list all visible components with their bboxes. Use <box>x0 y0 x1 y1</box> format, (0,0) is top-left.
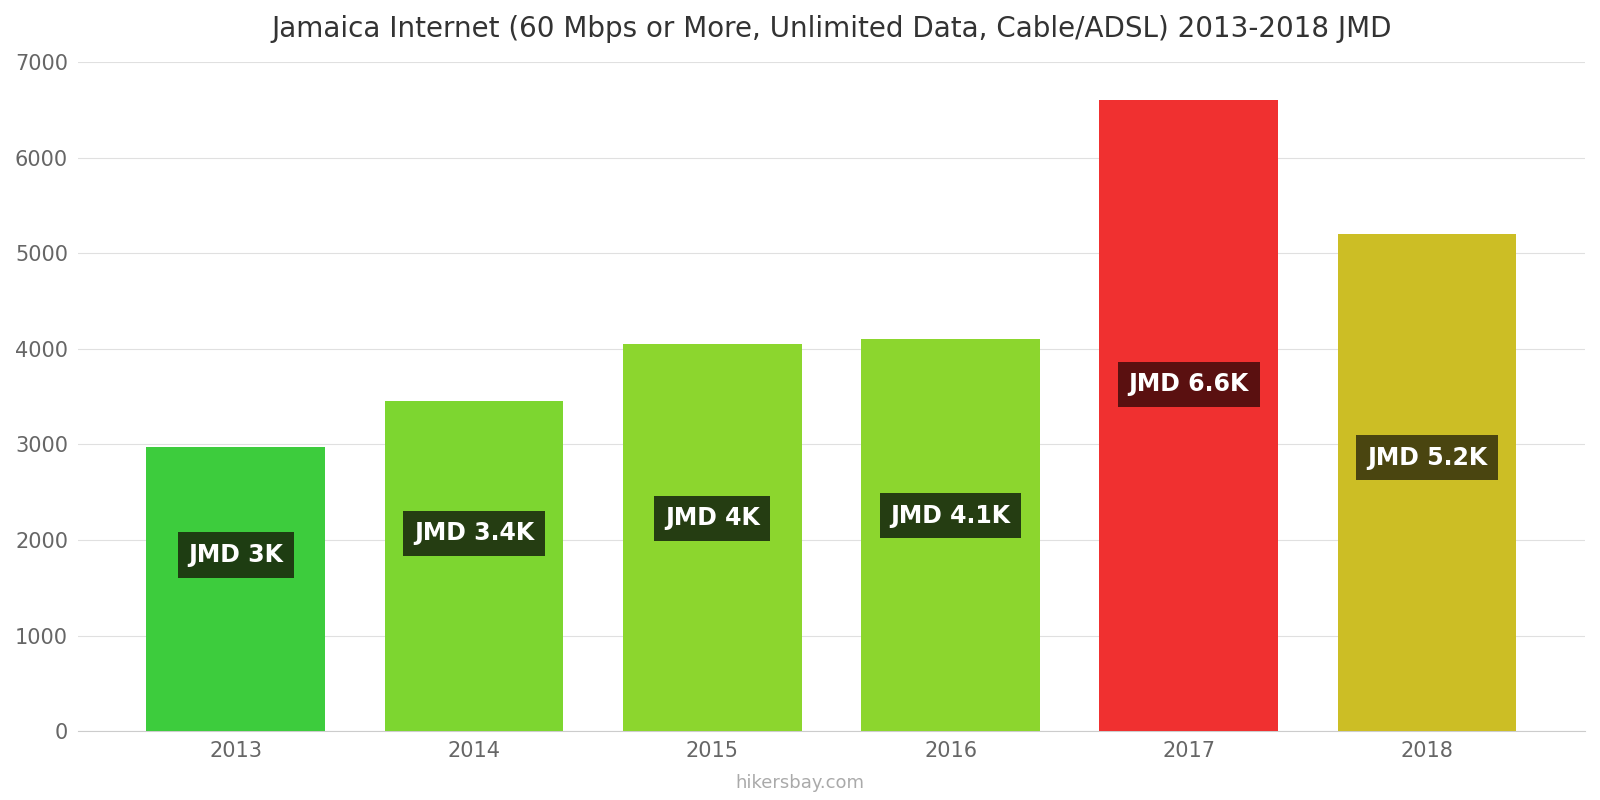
Text: JMD 4.1K: JMD 4.1K <box>891 504 1011 528</box>
Bar <box>622 344 802 731</box>
Text: hikersbay.com: hikersbay.com <box>736 774 864 792</box>
Bar <box>861 339 1040 731</box>
Bar <box>384 402 563 731</box>
Bar <box>1099 100 1278 731</box>
Bar <box>1338 234 1517 731</box>
Bar <box>146 447 325 731</box>
Text: JMD 5.2K: JMD 5.2K <box>1366 446 1488 470</box>
Text: JMD 3K: JMD 3K <box>189 543 283 567</box>
Text: JMD 3.4K: JMD 3.4K <box>414 522 534 546</box>
Title: Jamaica Internet (60 Mbps or More, Unlimited Data, Cable/ADSL) 2013-2018 JMD: Jamaica Internet (60 Mbps or More, Unlim… <box>270 15 1392 43</box>
Text: JMD 4K: JMD 4K <box>666 506 760 530</box>
Text: JMD 6.6K: JMD 6.6K <box>1128 372 1250 396</box>
